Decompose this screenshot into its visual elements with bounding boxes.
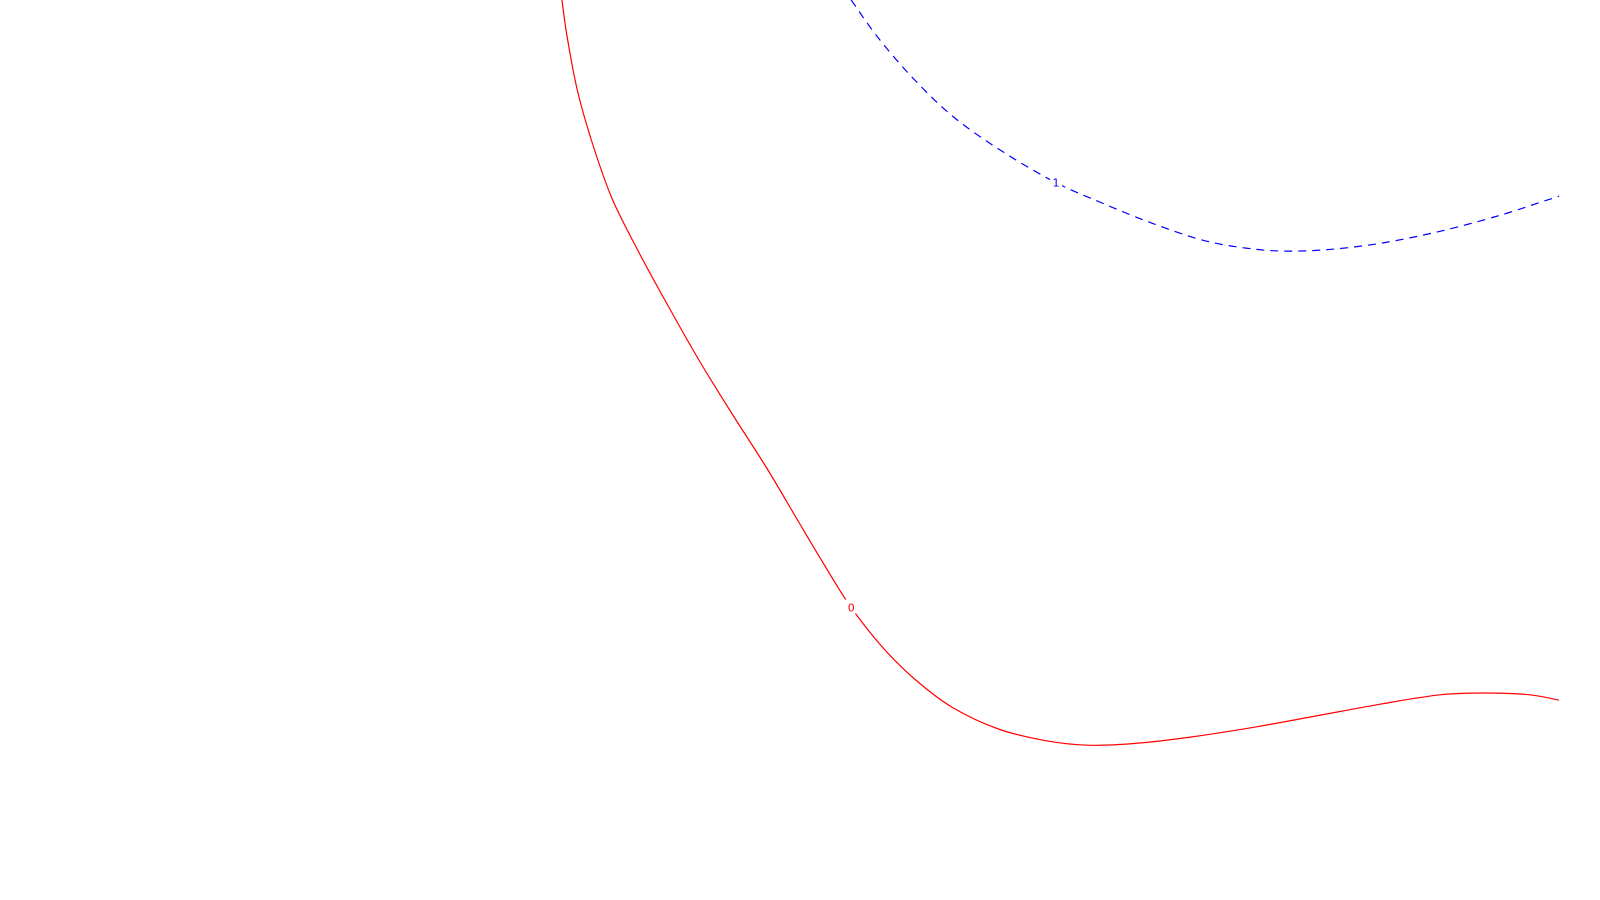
- contour-labels-layer: 01: [845, 174, 1062, 615]
- contour-line-1: [850, 0, 1560, 252]
- contour-label-background: [845, 599, 858, 614]
- contour-label-1: 1: [1053, 177, 1060, 190]
- contour-label-background: [1050, 174, 1062, 189]
- contour-line-0: [561, 0, 1560, 746]
- contour-label-0: 0: [848, 602, 855, 615]
- contour-lines-layer: [561, 0, 1560, 746]
